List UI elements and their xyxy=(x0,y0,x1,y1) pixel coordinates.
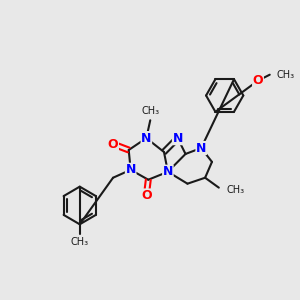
Text: O: O xyxy=(141,189,152,202)
Text: N: N xyxy=(163,165,173,178)
Text: N: N xyxy=(141,132,152,145)
Text: O: O xyxy=(253,74,263,87)
Text: CH₃: CH₃ xyxy=(141,106,159,116)
Text: N: N xyxy=(172,132,183,145)
Text: CH₃: CH₃ xyxy=(277,70,295,80)
Text: N: N xyxy=(125,163,136,176)
Text: N: N xyxy=(196,142,206,154)
Text: O: O xyxy=(108,138,118,151)
Text: CH₃: CH₃ xyxy=(71,237,89,247)
Text: CH₃: CH₃ xyxy=(227,184,245,195)
